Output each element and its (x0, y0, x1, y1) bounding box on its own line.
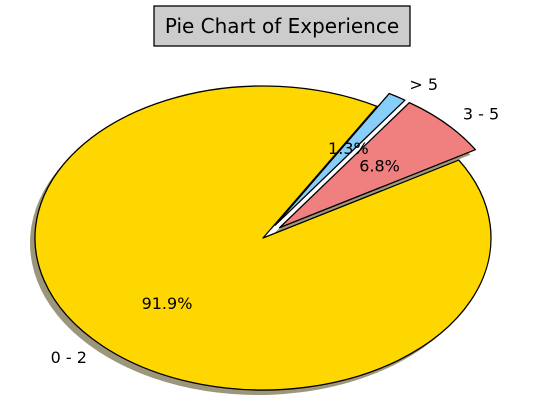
chart-title: Pie Chart of Experience (165, 14, 399, 38)
slice-label-5: > 5 (409, 75, 438, 94)
slice-percent-0-2: 91.9% (142, 294, 193, 313)
title-background (153, 5, 411, 47)
pie-slice-5 (274, 92, 406, 226)
chart-title-box: Pie Chart of Experience (153, 5, 411, 47)
pie-slice-0-2 (34, 85, 492, 391)
pie-labels: 0 - 2 91.9% 3 - 5 6.8% > 5 1.3% (51, 75, 500, 367)
pie-slices (34, 85, 492, 391)
slice-percent-3-5: 6.8% (359, 156, 400, 175)
slice-percent-5: 1.3% (328, 139, 369, 158)
slice-label-3-5: 3 - 5 (463, 104, 499, 123)
slice-label-0-2: 0 - 2 (51, 348, 87, 367)
pie-slice-3-5 (279, 101, 477, 229)
